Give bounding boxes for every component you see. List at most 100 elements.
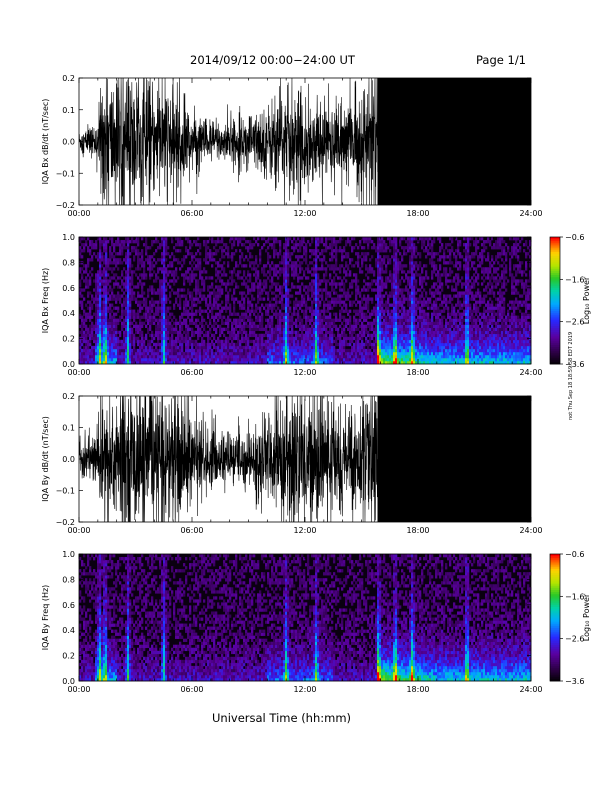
heatmap-cell: [175, 327, 178, 332]
heatmap-cell: [387, 318, 390, 322]
heatmap-cell: [337, 267, 340, 271]
heatmap-cell: [389, 243, 392, 247]
heatmap-cell: [319, 303, 322, 307]
heatmap-cell: [311, 324, 314, 329]
heatmap-cell: [277, 312, 280, 316]
heatmap-cell: [243, 330, 246, 335]
heatmap-cell: [81, 324, 84, 329]
heatmap-cell: [127, 303, 130, 307]
heatmap-cell: [245, 333, 248, 338]
heatmap-cell: [365, 240, 368, 244]
heatmap-cell: [397, 360, 400, 365]
heatmap-cell: [275, 240, 278, 244]
heatmap-cell: [267, 342, 270, 347]
heatmap-cell: [117, 360, 120, 365]
heatmap-cell: [189, 312, 192, 316]
heatmap-cell: [379, 303, 382, 307]
heatmap-cell: [165, 321, 168, 325]
heatmap-cell: [123, 342, 126, 347]
heatmap-cell: [143, 264, 146, 268]
heatmap-cell: [311, 279, 314, 283]
heatmap-cell: [367, 267, 370, 271]
heatmap-cell: [79, 240, 82, 244]
heatmap-cell: [357, 255, 360, 259]
heatmap-cell: [265, 330, 268, 335]
heatmap-cell: [287, 342, 290, 347]
heatmap-cell: [209, 348, 212, 353]
heatmap-cell: [293, 300, 296, 304]
heatmap-cell: [305, 327, 308, 332]
heatmap-cell: [129, 279, 132, 283]
heatmap-cell: [141, 288, 144, 292]
heatmap-cell: [333, 279, 336, 283]
heatmap-cell: [101, 342, 104, 347]
heatmap-cell: [169, 327, 172, 332]
heatmap-cell: [331, 318, 334, 322]
heatmap-cell: [109, 345, 112, 350]
heatmap-cell: [199, 252, 202, 256]
heatmap-cell: [307, 327, 310, 332]
heatmap-cell: [309, 351, 312, 356]
heatmap-cell: [407, 246, 410, 250]
heatmap-cell: [79, 285, 82, 289]
heatmap-cell: [137, 312, 140, 316]
heatmap-cell: [111, 255, 114, 259]
heatmap-cell: [133, 360, 136, 365]
heatmap-cell: [415, 303, 418, 307]
heatmap-cell: [205, 276, 208, 280]
heatmap-cell: [411, 243, 414, 247]
heatmap-cell: [277, 357, 280, 362]
heatmap-cell: [165, 237, 168, 241]
heatmap-cell: [135, 249, 138, 253]
heatmap-cell: [333, 351, 336, 356]
heatmap-cell: [333, 264, 336, 268]
heatmap-cell: [101, 300, 104, 304]
heatmap-cell: [247, 285, 250, 289]
heatmap-cell: [191, 306, 194, 310]
heatmap-cell: [123, 324, 126, 329]
heatmap-cell: [327, 357, 330, 362]
heatmap-cell: [275, 354, 278, 359]
heatmap-cell: [183, 309, 186, 313]
heatmap-cell: [349, 309, 352, 313]
heatmap-cell: [225, 360, 228, 365]
heatmap-cell: [265, 345, 268, 350]
heatmap-cell: [353, 336, 356, 341]
heatmap-cell: [247, 333, 250, 338]
heatmap-cell: [319, 336, 322, 341]
heatmap-cell: [211, 354, 214, 359]
heatmap-cell: [155, 348, 158, 353]
heatmap-cell: [329, 294, 332, 298]
heatmap-cell: [317, 306, 320, 310]
heatmap-cell: [101, 294, 104, 298]
heatmap-cell: [383, 315, 386, 319]
heatmap-cell: [231, 345, 234, 350]
heatmap-cell: [283, 339, 286, 344]
heatmap-cell: [265, 348, 268, 353]
heatmap-cell: [413, 351, 416, 356]
heatmap-cell: [135, 330, 138, 335]
heatmap-cell: [371, 288, 374, 292]
heatmap-cell: [199, 273, 202, 277]
heatmap-cell: [83, 264, 86, 268]
heatmap-cell: [389, 330, 392, 335]
heatmap-cell: [165, 270, 168, 274]
heatmap-cell: [249, 273, 252, 277]
heatmap-cell: [369, 342, 372, 347]
heatmap-cell: [195, 282, 198, 286]
heatmap-cell: [319, 300, 322, 304]
heatmap-cell: [319, 258, 322, 262]
heatmap-cell: [205, 246, 208, 250]
heatmap-cell: [329, 282, 332, 286]
heatmap-cell: [99, 345, 102, 350]
heatmap-cell: [321, 360, 324, 365]
heatmap-cell: [99, 243, 102, 247]
heatmap-cell: [197, 357, 200, 362]
heatmap-cell: [105, 261, 108, 265]
heatmap-cell: [205, 303, 208, 307]
heatmap-cell: [125, 312, 128, 316]
heatmap-cell: [389, 258, 392, 262]
heatmap-cell: [323, 309, 326, 313]
heatmap-cell: [301, 318, 304, 322]
heatmap-cell: [339, 246, 342, 250]
